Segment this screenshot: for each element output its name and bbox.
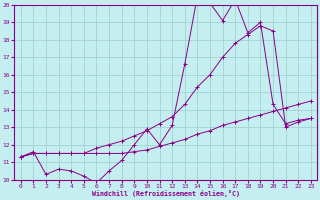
X-axis label: Windchill (Refroidissement éolien,°C): Windchill (Refroidissement éolien,°C) [92, 190, 240, 197]
